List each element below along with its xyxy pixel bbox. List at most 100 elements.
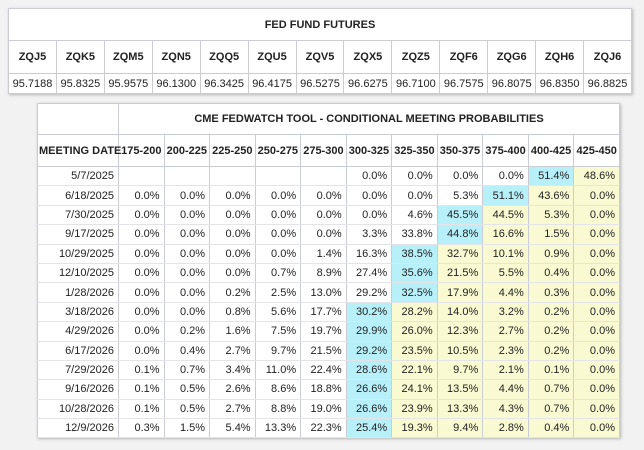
probability-cell: 44.8% [436, 224, 484, 245]
probability-cell: 2.3% [482, 340, 529, 361]
probability-cell: 0.0% [118, 301, 165, 323]
fedwatch-header-row: MEETING DATE 175-200 200-225 225-250 250-27… [37, 134, 620, 167]
probability-cell: 29.9% [345, 321, 393, 342]
probability-cell: 0.0% [482, 165, 529, 187]
futures-price-cell: 96.6275 [343, 73, 393, 94]
probability-cell: 0.5% [163, 379, 211, 400]
probability-cell: 22.1% [391, 359, 438, 381]
probability-cell: 10.1% [482, 243, 529, 264]
probability-cell: 27.4% [345, 262, 393, 284]
futures-price-cell: 96.7100 [391, 73, 441, 94]
table-row: 6/18/2025 0.0% 0.0% 0.0% 0.0% 0.0% 0.0% 0.0% 5.3… [37, 185, 620, 206]
probability-cell: 19.3% [391, 418, 438, 439]
probability-cell: 0.3% [527, 282, 575, 303]
futures-code-header: ZQF6 [439, 40, 489, 74]
table-row: 1/28/2026 0.0% 0.0% 0.2% 2.5% 13.0% 29.2% 32.5%… [37, 282, 620, 303]
probability-cell: 4.6% [391, 204, 438, 226]
probability-cell: 0.0% [436, 165, 484, 187]
probability-cell: 0.0% [209, 204, 256, 226]
rate-range-header: 325-350 [391, 134, 438, 167]
probability-cell: 0.2% [209, 282, 256, 303]
rate-range-header: 175-200 [118, 134, 165, 167]
probability-cell: 0.0% [573, 224, 620, 245]
probability-cell: 9.7% [254, 340, 302, 361]
probability-cell: 0.0% [163, 262, 211, 284]
probability-cell: 0.1% [118, 379, 165, 400]
probability-cell: 0.0% [254, 243, 302, 264]
probability-cell: 26.6% [345, 398, 393, 420]
probability-cell: 0.7% [163, 359, 211, 381]
meeting-date-cell: 12/9/2026 [37, 418, 119, 439]
probability-cell: 0.0% [573, 321, 620, 342]
futures-code-header: ZQH6 [535, 40, 585, 74]
probability-cell: 26.0% [391, 321, 438, 342]
probability-cell: 13.0% [300, 282, 347, 303]
table-row: 5/7/2025 0.0% 0.0% 0.0% 0.0% 51.4% 48.6% [37, 165, 620, 187]
futures-price-cell: 96.3425 [199, 73, 249, 94]
probability-cell: 0.0% [345, 204, 393, 226]
probability-cell: 0.0% [391, 185, 438, 206]
probability-cell: 3.4% [209, 359, 256, 381]
fedwatch-probabilities-table: CME FEDWATCH TOOL - CONDITIONAL MEETING … [37, 103, 620, 439]
futures-prices-row: 95.7188 95.8325 95.9575 96.1300 96.3425 96.41… [8, 73, 632, 94]
meeting-date-cell: 7/30/2025 [37, 204, 119, 226]
probability-cell: 1.4% [300, 243, 347, 264]
probability-cell: 0.0% [163, 224, 211, 245]
rate-range-header: 375-400 [482, 134, 529, 167]
probability-cell: 0.0% [573, 340, 620, 361]
probability-cell: 5.5% [482, 262, 529, 284]
probability-cell: 10.5% [436, 340, 484, 361]
probability-cell: 21.5% [300, 340, 347, 361]
probability-cell: 0.1% [118, 398, 165, 420]
probability-cell: 0.0% [300, 204, 347, 226]
probability-cell: 0.2% [527, 321, 575, 342]
probability-cell: 0.0% [391, 165, 438, 187]
table-row: 10/28/2026 0.1% 0.5% 2.7% 8.8% 19.0% 26.6% 23.9… [37, 398, 620, 420]
probability-cell: 28.6% [345, 359, 393, 381]
probability-cell: 0.0% [254, 224, 302, 245]
futures-code-header: ZQJ6 [583, 40, 632, 74]
probability-cell: 0.4% [527, 262, 575, 284]
probability-cell: 0.0% [163, 185, 211, 206]
rate-range-header: 225-250 [209, 134, 256, 167]
probability-cell: 8.6% [254, 379, 302, 400]
probability-cell: 0.0% [209, 185, 256, 206]
probability-cell: 8.9% [300, 262, 347, 284]
futures-code-header: ZQX5 [343, 40, 393, 74]
probability-cell: 0.0% [163, 282, 211, 303]
probability-cell: 0.0% [300, 185, 347, 206]
futures-price-cell: 95.9575 [103, 73, 153, 94]
futures-price-cell: 96.8075 [487, 73, 537, 94]
probability-cell: 23.5% [391, 340, 438, 361]
probability-cell: 26.6% [345, 379, 393, 400]
table-row: 3/18/2026 0.0% 0.0% 0.8% 5.6% 17.7% 30.2% 28.2%… [37, 301, 620, 323]
probability-cell: 7.5% [254, 321, 302, 342]
probability-cell: 0.3% [118, 418, 165, 439]
futures-code-header: ZQZ5 [391, 40, 441, 74]
futures-code-header: ZQM5 [103, 40, 153, 74]
meeting-date-cell: 10/28/2026 [37, 398, 119, 420]
corner-cell [37, 103, 119, 135]
probability-cell: 5.3% [527, 204, 575, 226]
probability-cell: 8.8% [254, 398, 302, 420]
probability-cell: 0.0% [209, 224, 256, 245]
fedwatch-title: CME FEDWATCH TOOL - CONDITIONAL MEETING … [118, 103, 620, 135]
probability-cell: 2.7% [482, 321, 529, 342]
probability-cell: 0.0% [300, 224, 347, 245]
table-row: 10/29/2025 0.0% 0.0% 0.0% 0.0% 1.4% 16.3% 38.5%… [37, 243, 620, 264]
probability-cell: 16.6% [482, 224, 529, 245]
probability-cell: 5.3% [436, 185, 484, 206]
probability-cell: 43.6% [527, 185, 575, 206]
table-row: 6/17/2026 0.0% 0.4% 2.7% 9.7% 21.5% 29.2% 23.5%… [37, 340, 620, 361]
probability-cell: 13.5% [436, 379, 484, 400]
probability-cell: 0.0% [209, 243, 256, 264]
futures-price-cell: 96.7575 [439, 73, 489, 94]
probability-cell: 2.5% [254, 282, 302, 303]
probability-cell: 45.5% [436, 204, 484, 226]
probability-cell: 28.2% [391, 301, 438, 323]
probability-cell: 9.4% [436, 418, 484, 439]
probability-cell: 0.0% [573, 398, 620, 420]
probability-cell: 29.2% [345, 282, 393, 303]
probability-cell: 19.7% [300, 321, 347, 342]
probability-cell: 2.6% [209, 379, 256, 400]
